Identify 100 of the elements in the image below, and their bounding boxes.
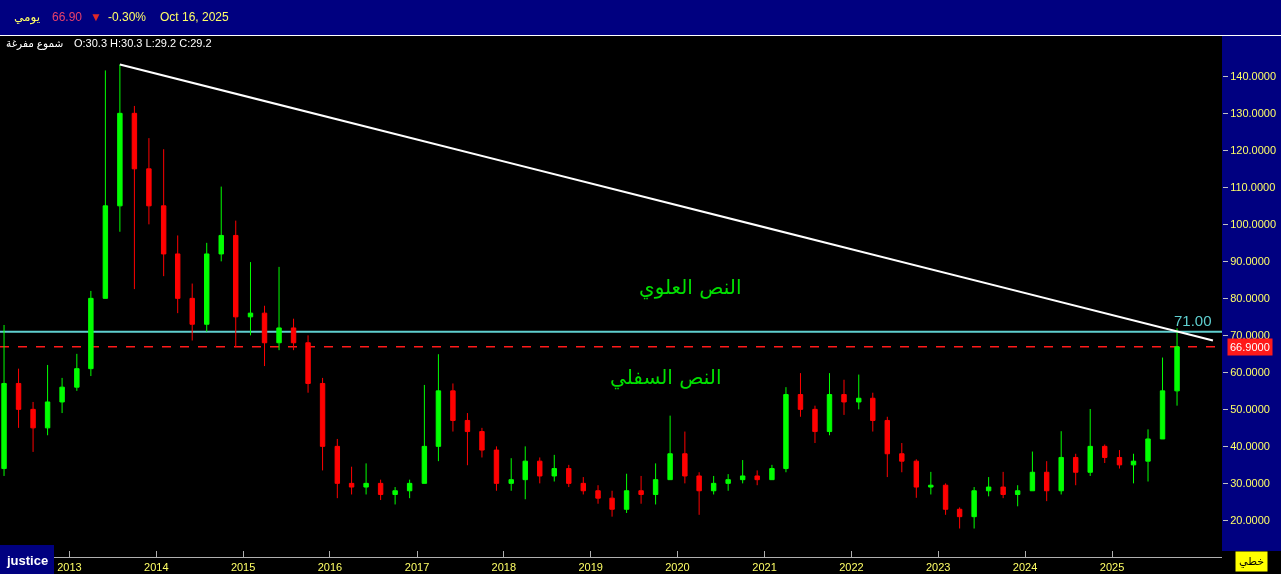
candlestick: [377, 479, 384, 501]
candlestick: [146, 137, 152, 225]
candlestick: [856, 374, 862, 410]
text: خطي: [1239, 555, 1264, 568]
candlestick: [435, 353, 442, 462]
y-tick-label: 110.0000: [1230, 181, 1276, 194]
candlestick: [812, 405, 818, 444]
candlestick: [30, 401, 36, 453]
x-tick-label: 2016: [317, 561, 343, 574]
candlestick: [971, 486, 977, 530]
candlestick: [522, 445, 528, 500]
text: Oct 16, 2025: [160, 10, 230, 24]
x-tick-label: 2020: [665, 561, 690, 574]
candlestick: [1, 324, 7, 477]
candlestick: [623, 473, 630, 514]
candlestick: [204, 242, 210, 333]
candlestick: [1145, 428, 1151, 483]
candlestick: [1029, 451, 1036, 492]
candlestick: [189, 283, 195, 342]
y-tick-label: 120.0000: [1230, 144, 1277, 157]
candlestick: [464, 412, 471, 466]
y-tick-label: 40.0000: [1230, 440, 1270, 453]
candlestick: [884, 416, 891, 478]
candlestick: [334, 438, 341, 499]
y-tick-label: 140.0000: [1230, 70, 1277, 83]
x-tick-label: 2022: [839, 561, 864, 574]
candlestick: [682, 431, 688, 484]
candlestick: [44, 364, 51, 436]
candlestick: [537, 456, 543, 484]
candlestick: [739, 459, 746, 484]
candlestick: [710, 475, 717, 495]
y-tick-label: 130.0000: [1230, 107, 1277, 120]
candlestick: [638, 475, 644, 505]
candlestick: [1102, 444, 1108, 464]
candlestick: [102, 69, 109, 299]
x-tick-label: 2014: [144, 561, 169, 574]
candlestick: [667, 415, 673, 481]
candlestick: [1000, 471, 1006, 499]
annotation: O:30.3 H:30.3 L:29.2 C:29.2: [74, 37, 212, 49]
candlestick: [493, 445, 500, 492]
x-tick-label: 2025: [1099, 561, 1125, 574]
annotation: شموع مفرغة: [6, 37, 64, 50]
candlestick: [247, 261, 254, 336]
candlestick: [1058, 430, 1064, 495]
candlestick: [218, 186, 224, 262]
candlestick: [1014, 484, 1021, 507]
annotation: النص العلوي: [639, 275, 742, 300]
text: يومي: [14, 10, 40, 25]
y-tick-label: 90.0000: [1230, 255, 1270, 268]
candlestick: [566, 464, 572, 488]
candlestick: [1159, 357, 1166, 440]
candlestick: [580, 476, 586, 495]
y-tick-label: 100.0000: [1230, 218, 1277, 231]
candlestick: [290, 318, 297, 351]
candlestick: [1174, 327, 1180, 407]
y-tick-label: 20.0000: [1230, 514, 1270, 527]
x-tick-label: 2023: [925, 561, 951, 574]
x-tick-label: 2017: [404, 561, 430, 574]
candlestick: [942, 482, 949, 516]
ref-line-label: 71.00: [1174, 312, 1212, 329]
candlestick: [74, 353, 80, 392]
x-tick-label: 2015: [230, 561, 256, 574]
candlestick: [1087, 408, 1093, 477]
y-tick-label: 50.0000: [1230, 403, 1270, 416]
candlestick: [319, 377, 326, 471]
candlestick: [160, 148, 167, 277]
candlestick: [797, 372, 804, 418]
annotation: justice: [6, 553, 49, 568]
candlestick: [595, 484, 601, 505]
text: -0.30%: [108, 10, 147, 24]
candlestick: [406, 479, 413, 499]
candlestick: [363, 462, 369, 495]
text: ▼: [90, 10, 102, 24]
x-tick-label: 2024: [1012, 561, 1038, 574]
candlestick: [421, 384, 428, 484]
candlestick: [985, 476, 992, 497]
ref-line-label: 66.9000: [1230, 341, 1270, 353]
candlestick: [870, 392, 876, 433]
candlestick: [233, 220, 239, 348]
candlestick: [1043, 460, 1050, 502]
candlestick: [348, 466, 355, 495]
candlestick: [609, 490, 615, 518]
candlestick: [754, 469, 760, 486]
candlestick: [956, 506, 963, 530]
x-tick-label: 2013: [57, 561, 82, 574]
y-tick-label: 80.0000: [1230, 292, 1270, 305]
candlestick: [928, 471, 934, 495]
x-tick-label: 2018: [491, 561, 517, 574]
x-tick-label: 2019: [578, 561, 603, 574]
candlestick: [174, 234, 181, 314]
candlestick: [1116, 449, 1123, 470]
candlestick: [15, 368, 22, 429]
candlestick: [305, 334, 311, 394]
candlestick: [725, 473, 731, 492]
candlestick: [450, 382, 456, 433]
candlestick: [652, 462, 659, 505]
candlestick: [1072, 453, 1079, 486]
y-tick-label: 60.0000: [1230, 366, 1270, 379]
candlestick: [392, 486, 398, 505]
candlestick: [131, 105, 138, 290]
